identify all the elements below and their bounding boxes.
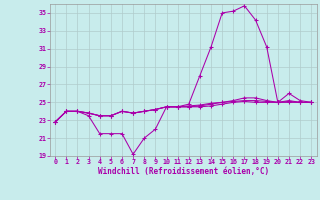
X-axis label: Windchill (Refroidissement éolien,°C): Windchill (Refroidissement éolien,°C) — [98, 167, 269, 176]
